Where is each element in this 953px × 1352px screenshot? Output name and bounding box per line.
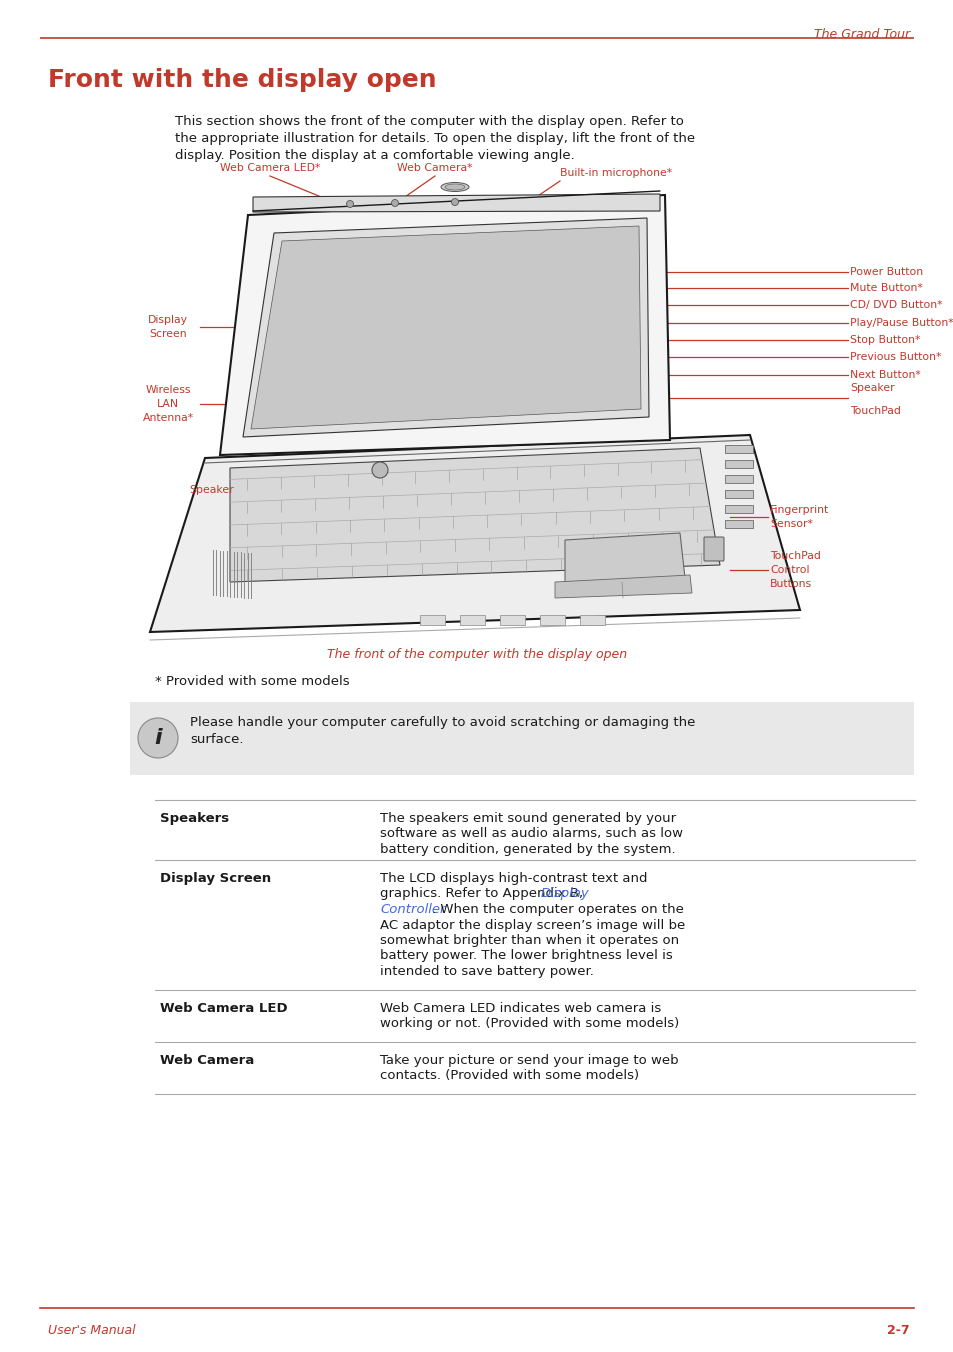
Polygon shape — [564, 533, 684, 581]
Text: surface.: surface. — [190, 733, 243, 746]
Text: Screen: Screen — [149, 329, 187, 339]
FancyBboxPatch shape — [724, 521, 752, 529]
Text: Speakers: Speakers — [160, 813, 229, 825]
Polygon shape — [555, 575, 691, 598]
Ellipse shape — [444, 184, 464, 191]
Text: Take your picture or send your image to web: Take your picture or send your image to … — [379, 1055, 678, 1067]
FancyBboxPatch shape — [724, 506, 752, 512]
Text: software as well as audio alarms, such as low: software as well as audio alarms, such a… — [379, 827, 682, 841]
FancyBboxPatch shape — [579, 615, 604, 625]
Text: Sensor*: Sensor* — [769, 519, 812, 529]
FancyBboxPatch shape — [419, 615, 444, 625]
Text: TouchPad: TouchPad — [769, 552, 820, 561]
Polygon shape — [150, 435, 800, 631]
Text: contacts. (Provided with some models): contacts. (Provided with some models) — [379, 1069, 639, 1083]
FancyBboxPatch shape — [539, 615, 564, 625]
Text: Antenna*: Antenna* — [142, 412, 193, 423]
Circle shape — [138, 718, 178, 758]
Text: This section shows the front of the computer with the display open. Refer to: This section shows the front of the comp… — [174, 115, 683, 128]
Text: Previous Button*: Previous Button* — [849, 352, 941, 362]
Text: Please handle your computer carefully to avoid scratching or damaging the: Please handle your computer carefully to… — [190, 717, 695, 729]
Text: Stop Button*: Stop Button* — [849, 335, 920, 345]
FancyBboxPatch shape — [499, 615, 524, 625]
Circle shape — [372, 462, 388, 479]
Text: Display: Display — [148, 315, 188, 324]
Polygon shape — [251, 226, 640, 429]
Text: Speaker: Speaker — [190, 485, 234, 495]
Text: 2-7: 2-7 — [886, 1324, 909, 1337]
Text: Fingerprint: Fingerprint — [769, 506, 828, 515]
FancyBboxPatch shape — [724, 489, 752, 498]
FancyBboxPatch shape — [724, 445, 752, 453]
Text: intended to save battery power.: intended to save battery power. — [379, 965, 594, 977]
Text: . When the computer operates on the: . When the computer operates on the — [432, 903, 683, 917]
Text: LAN: LAN — [157, 399, 179, 410]
Text: Play/Pause Button*: Play/Pause Button* — [849, 318, 953, 329]
Polygon shape — [253, 193, 659, 212]
Text: the appropriate illustration for details. To open the display, lift the front of: the appropriate illustration for details… — [174, 132, 695, 145]
Text: Web Camera LED*: Web Camera LED* — [219, 164, 320, 173]
Text: Front with the display open: Front with the display open — [48, 68, 436, 92]
Text: battery condition, generated by the system.: battery condition, generated by the syst… — [379, 844, 675, 856]
Ellipse shape — [440, 183, 469, 192]
Text: The speakers emit sound generated by your: The speakers emit sound generated by you… — [379, 813, 676, 825]
Polygon shape — [243, 218, 648, 437]
Circle shape — [451, 199, 458, 206]
Text: Mute Button*: Mute Button* — [849, 283, 922, 293]
Text: The LCD displays high-contrast text and: The LCD displays high-contrast text and — [379, 872, 647, 886]
FancyBboxPatch shape — [724, 475, 752, 483]
Text: CD/ DVD Button*: CD/ DVD Button* — [849, 300, 942, 310]
Text: battery power. The lower brightness level is: battery power. The lower brightness leve… — [379, 949, 672, 963]
Text: Power Button: Power Button — [849, 266, 923, 277]
Text: graphics. Refer to Appendix B,: graphics. Refer to Appendix B, — [379, 887, 587, 900]
FancyBboxPatch shape — [459, 615, 484, 625]
Text: AC adaptor the display screen’s image will be: AC adaptor the display screen’s image wi… — [379, 918, 684, 932]
Text: The front of the computer with the display open: The front of the computer with the displ… — [327, 648, 626, 661]
Text: TouchPad: TouchPad — [849, 406, 900, 416]
Text: Built-in microphone*: Built-in microphone* — [559, 168, 672, 178]
Text: i: i — [154, 727, 162, 748]
FancyBboxPatch shape — [130, 702, 913, 775]
Polygon shape — [220, 195, 669, 456]
Circle shape — [391, 200, 398, 207]
Text: Web Camera: Web Camera — [160, 1055, 254, 1067]
Text: Controller: Controller — [379, 903, 445, 917]
Circle shape — [346, 200, 354, 207]
Text: Display: Display — [540, 887, 589, 900]
Text: * Provided with some models: * Provided with some models — [154, 675, 349, 688]
Text: Control: Control — [769, 565, 809, 575]
Text: Speaker: Speaker — [849, 383, 894, 393]
Polygon shape — [230, 448, 720, 581]
Text: Next Button*: Next Button* — [849, 370, 920, 380]
FancyBboxPatch shape — [703, 537, 723, 561]
Text: Buttons: Buttons — [769, 579, 811, 589]
Text: somewhat brighter than when it operates on: somewhat brighter than when it operates … — [379, 934, 679, 946]
Text: Web Camera LED: Web Camera LED — [160, 1002, 287, 1015]
Text: The Grand Tour: The Grand Tour — [813, 28, 909, 41]
Text: User's Manual: User's Manual — [48, 1324, 135, 1337]
FancyBboxPatch shape — [724, 460, 752, 468]
Text: Web Camera*: Web Camera* — [396, 164, 473, 173]
Text: Web Camera LED indicates web camera is: Web Camera LED indicates web camera is — [379, 1002, 660, 1015]
Text: Display Screen: Display Screen — [160, 872, 271, 886]
Text: display. Position the display at a comfortable viewing angle.: display. Position the display at a comfo… — [174, 149, 574, 162]
Text: working or not. (Provided with some models): working or not. (Provided with some mode… — [379, 1018, 679, 1030]
Text: Wireless: Wireless — [145, 385, 191, 395]
